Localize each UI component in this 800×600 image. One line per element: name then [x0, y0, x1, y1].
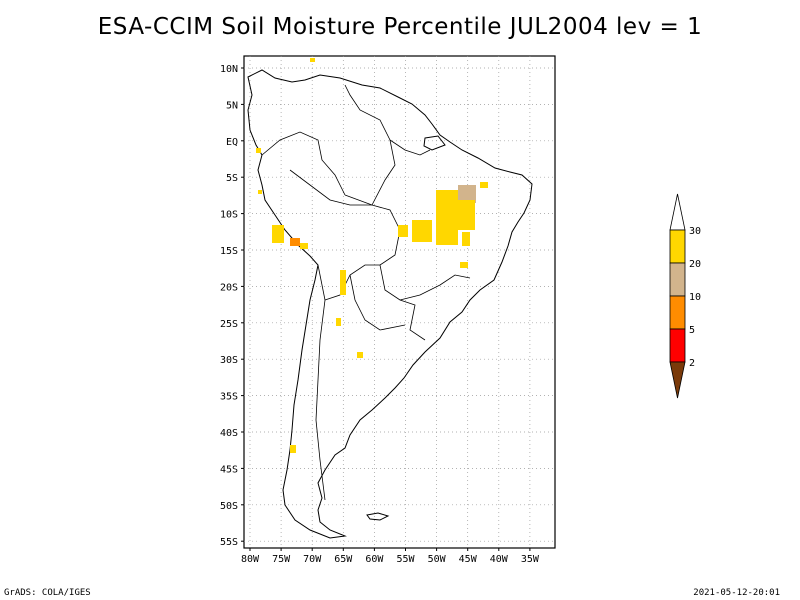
footer-left: GrADS: COLA/IGES: [4, 588, 91, 598]
country-borders: [261, 84, 471, 501]
lat-tick-label: 30S: [220, 355, 238, 366]
lon-tick-label: 50W: [428, 554, 447, 565]
lon-tick-label: 70W: [303, 554, 322, 565]
lat-tick-label: 35S: [220, 392, 238, 403]
lon-tick-label: 65W: [334, 554, 353, 565]
lat-tick-label: 50S: [220, 501, 238, 512]
footer-right: 2021-05-12-20:01: [693, 588, 780, 598]
lat-tick-label: 25S: [220, 319, 238, 330]
colorbar-label: 10: [689, 292, 701, 303]
graticule: [241, 56, 555, 551]
lat-tick-label: 55S: [220, 537, 238, 548]
colorbar-label: 5: [689, 325, 695, 336]
lon-tick-label: 35W: [521, 554, 540, 565]
coastline: [247, 69, 533, 539]
lon-tick-label: 75W: [272, 554, 291, 565]
colorbar-label: 30: [689, 226, 701, 237]
longitude-labels: 80W 75W 70W 65W 60W 55W 50W 45W 40W 35W: [241, 554, 540, 565]
lat-tick-label: EQ: [226, 137, 238, 148]
colorbar-label: 2: [689, 358, 695, 369]
lon-tick-label: 45W: [459, 554, 478, 565]
lat-tick-label: 5S: [226, 173, 238, 184]
colorbar-box: [669, 262, 686, 297]
lat-tick-label: 5N: [226, 100, 238, 111]
colorbar-box: [669, 229, 686, 264]
map-frame: [243, 55, 556, 549]
map-title: ESA-CCIM Soil Moisture Percentile JUL200…: [97, 14, 703, 40]
lat-tick-label: 10S: [220, 210, 238, 221]
lon-tick-label: 55W: [396, 554, 415, 565]
latitude-labels: 10N 5N EQ 5S 10S 15S 20S 25S 30S 35S 40S 45S 50S 55S: [220, 64, 238, 548]
lat-tick-label: 10N: [220, 64, 238, 75]
lat-tick-label: 15S: [220, 246, 238, 257]
colorbar-bottom-arrow: [669, 361, 686, 399]
colorbar-label: 20: [689, 259, 701, 270]
lon-tick-label: 40W: [490, 554, 509, 565]
colorbar-box: [669, 328, 686, 363]
colorbar: 30 20 10 5 2: [669, 193, 701, 399]
lat-tick-label: 20S: [220, 282, 238, 293]
lon-tick-label: 60W: [365, 554, 384, 565]
lat-tick-label: 40S: [220, 428, 238, 439]
lon-tick-label: 80W: [241, 554, 260, 565]
lat-tick-label: 45S: [220, 464, 238, 475]
percentile-shading: [256, 58, 488, 453]
colorbar-top-arrow: [669, 193, 686, 231]
colorbar-box: [669, 295, 686, 330]
